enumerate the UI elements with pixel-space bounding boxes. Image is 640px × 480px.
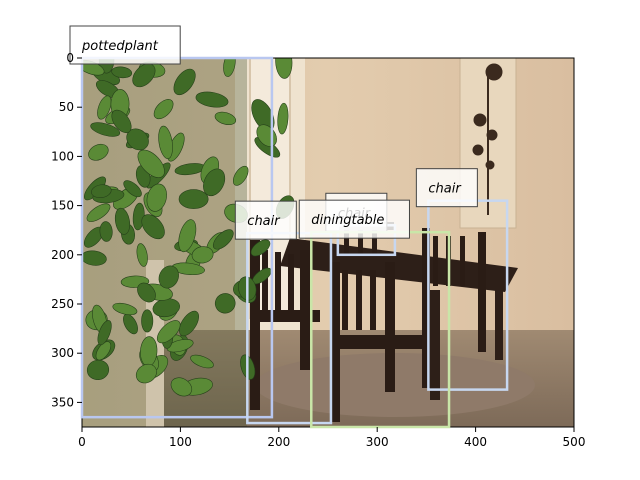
leaf (141, 309, 154, 333)
y-tick-label: 50 (59, 100, 74, 114)
leaf (97, 95, 112, 120)
leaf (146, 183, 167, 212)
y-tick-label: 100 (51, 149, 74, 163)
x-tick-label: 0 (78, 435, 86, 449)
y-tick-label: 0 (66, 51, 74, 65)
detection-chair: chair (415, 168, 509, 391)
leaf (86, 359, 110, 381)
leaf (88, 143, 109, 161)
detection-label: chair (247, 214, 281, 229)
leaf (156, 320, 181, 344)
photo (82, 58, 574, 427)
wall-art-icon (472, 63, 503, 215)
leaf (135, 363, 157, 384)
leaf (141, 214, 165, 240)
leaf (114, 207, 131, 235)
x-tick-label: 100 (169, 435, 192, 449)
leaf (212, 229, 234, 250)
leaf (99, 221, 113, 242)
x-axis: 0 100 200 300 400 500 (78, 427, 585, 449)
leaf (111, 66, 133, 79)
leaf (111, 109, 132, 134)
detection-label: diningtable (311, 213, 384, 228)
detection-label: pottedplant (81, 39, 159, 54)
leaf (153, 99, 174, 120)
leaf (178, 189, 209, 209)
detection-label: chair (428, 182, 462, 197)
leaf (123, 180, 142, 198)
detection-diningtable: diningtable (298, 199, 451, 429)
leaf (158, 265, 179, 289)
y-tick-label: 250 (51, 297, 74, 311)
leaf (232, 165, 249, 186)
leaf (86, 203, 111, 222)
leaf (158, 125, 173, 160)
leaf (173, 68, 196, 96)
detection-boxes: pottedplantchairchairchairdiningtable (69, 25, 509, 429)
x-tick-label: 500 (563, 435, 586, 449)
chair-center (330, 262, 430, 422)
leaf (132, 63, 156, 88)
leaf (179, 310, 199, 337)
y-tick-label: 350 (51, 395, 74, 409)
leaf (166, 339, 194, 353)
leaf (214, 111, 237, 126)
leaf (178, 219, 197, 253)
detection-chair: chair (234, 200, 333, 425)
leaf (137, 282, 156, 303)
leaf (97, 320, 112, 346)
leaf (203, 168, 226, 197)
x-tick-label: 200 (267, 435, 290, 449)
leaf (277, 102, 289, 135)
y-tick-label: 150 (51, 199, 74, 213)
y-axis: 0 50 100 150 200 250 300 350 (51, 51, 82, 409)
leaf (250, 239, 271, 257)
detection-label-box (69, 25, 181, 65)
leaf (195, 91, 229, 108)
detection-label-box (415, 168, 478, 208)
leaf (136, 243, 148, 267)
leaf (112, 302, 138, 316)
x-tick-label: 400 (464, 435, 487, 449)
leaf (137, 149, 165, 178)
y-tick-label: 200 (51, 248, 74, 262)
x-tick-label: 300 (366, 435, 389, 449)
leaf (191, 246, 214, 264)
y-tick-label: 300 (51, 346, 74, 360)
leaf (190, 354, 214, 369)
detection-pottedplant: pottedplant (69, 25, 274, 419)
detection-label-box (298, 199, 410, 239)
chair-left (250, 240, 320, 410)
leaf (91, 184, 112, 199)
leaf (82, 250, 107, 266)
leaf (170, 377, 193, 397)
detection-label-box (234, 200, 297, 240)
leaf (95, 341, 112, 361)
leaf (275, 58, 293, 79)
plant-leaves (82, 58, 295, 397)
leaf (90, 122, 121, 137)
leaf (214, 293, 236, 314)
potted-plant (82, 58, 295, 427)
